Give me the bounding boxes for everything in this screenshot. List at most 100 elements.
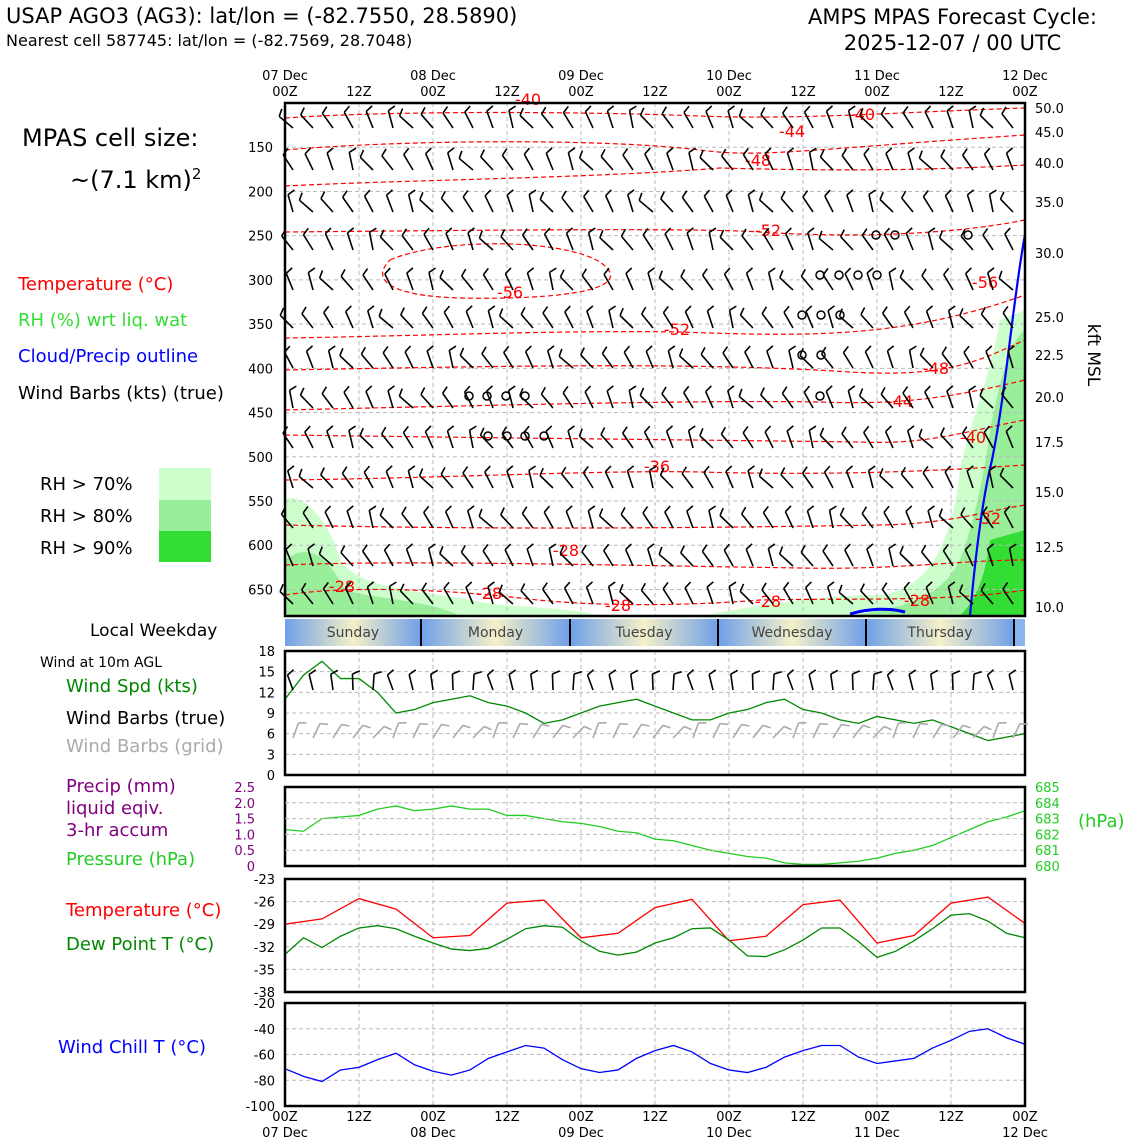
wind-barb xyxy=(340,552,354,567)
wind-barb xyxy=(583,196,594,213)
weekday-name: Thursday xyxy=(906,625,972,641)
wind-barb-flag xyxy=(508,105,517,112)
wind-barb-flag xyxy=(703,189,711,197)
wind-barb xyxy=(901,197,914,213)
wind-barb-true-flag xyxy=(373,670,383,675)
wind-barb xyxy=(500,514,514,529)
wind-barb-flag xyxy=(888,543,897,550)
wind-barb xyxy=(604,195,614,213)
wind-barb-true-flag xyxy=(852,670,861,675)
wind-barb-flag xyxy=(647,543,655,550)
temperature-panel: -23 -26 -29 -32 -35 -38 xyxy=(254,873,1027,1001)
wind-barb xyxy=(779,553,794,567)
wind-barb xyxy=(647,272,654,291)
wind-barb-grid xyxy=(312,723,321,739)
wind-barb xyxy=(600,434,614,449)
wind-barb-true xyxy=(308,674,314,691)
wind-barb xyxy=(344,311,354,329)
wind-barb-flag xyxy=(404,345,412,353)
wind-barb xyxy=(442,392,454,409)
wind-barb-flag xyxy=(822,544,829,552)
wind-barb xyxy=(402,432,414,449)
wind-barb xyxy=(326,430,334,449)
wind-barb xyxy=(883,512,894,529)
calm-circle xyxy=(464,391,474,401)
wind-barb-flag xyxy=(608,305,617,312)
wind-barb xyxy=(839,514,854,529)
wind-barb xyxy=(562,392,574,409)
wind-barb xyxy=(759,199,774,213)
wind-barb xyxy=(539,198,554,213)
wind-barb-flag xyxy=(764,147,772,155)
station-title: USAP AGO3 (AG3): lat/lon = (-82.7550, 28… xyxy=(6,4,518,28)
wind-barb xyxy=(644,153,654,171)
calm-circle xyxy=(501,391,511,401)
wind-barb-flag xyxy=(498,308,504,317)
wind-barb-flag xyxy=(999,191,1005,200)
wind-barb xyxy=(683,392,694,409)
wind-barb-flag xyxy=(809,147,817,154)
wind-barb-grid-flag xyxy=(783,725,792,731)
wind-barb-flag xyxy=(287,189,295,196)
wind-barb-flag xyxy=(979,107,985,116)
wind-barb xyxy=(918,435,934,449)
wind-barb-true xyxy=(508,674,514,691)
bottom-axis-hour: 00Z xyxy=(716,1110,742,1125)
wind-barb-flag xyxy=(880,106,887,115)
wind-barb xyxy=(559,552,574,567)
wind-barb-flag xyxy=(622,148,629,156)
top-axis-hour: 12Z xyxy=(790,85,816,100)
temperature-contour-label: -56 xyxy=(497,283,523,302)
wind-barb-flag xyxy=(302,227,309,236)
wind-barb xyxy=(307,548,314,567)
wind-barb-flag xyxy=(922,189,929,198)
wind-barb-flag xyxy=(346,227,355,234)
wind-barb xyxy=(479,434,494,449)
pressure-tick: 450 xyxy=(248,407,273,422)
wind-barb-flag xyxy=(543,227,551,235)
wind-barb xyxy=(903,587,914,605)
wind-barb-flag xyxy=(727,385,735,392)
wind-barb-grid xyxy=(832,724,843,739)
wind-barb-flag xyxy=(385,465,393,472)
wind-barb xyxy=(304,431,314,449)
wind-barb-flag xyxy=(627,189,635,196)
wind-barb xyxy=(966,194,974,213)
wind-barb xyxy=(960,514,974,529)
pressure-ytick-right: 681 xyxy=(1035,844,1060,859)
wind-barb xyxy=(824,195,834,213)
wind-barb xyxy=(365,391,374,409)
top-axis-hour: 00Z xyxy=(1012,85,1038,100)
wind-barb xyxy=(340,275,354,291)
wind-barb-true-flag xyxy=(408,669,417,676)
wind-barb-true-flag xyxy=(673,670,683,675)
wind-barb-flag xyxy=(458,150,463,159)
wind-barb-flag xyxy=(1002,305,1009,314)
wind-barb-flag xyxy=(1004,227,1011,235)
wind-barb-flag xyxy=(600,148,606,157)
calm-circle xyxy=(835,310,845,320)
wind-barb-flag xyxy=(846,189,854,196)
wind-barb-flag xyxy=(827,581,835,588)
wind-barb-true xyxy=(586,674,594,691)
wind-barb-flag xyxy=(818,230,823,239)
wind-barb-grid xyxy=(852,724,864,739)
wind-barb-flag xyxy=(639,387,645,396)
wind-barb-flag xyxy=(562,385,569,394)
wind-barb-flag xyxy=(520,306,526,315)
wind-barb xyxy=(645,351,654,369)
wind-barb xyxy=(921,551,934,567)
wind-barb-flag xyxy=(619,584,624,593)
wind-barb-true xyxy=(929,674,934,691)
temperature-contour xyxy=(284,379,1026,411)
weekday-cell xyxy=(421,619,570,646)
wind-barb-flag xyxy=(289,385,297,392)
wind-barb-flag xyxy=(966,465,974,472)
wind-barb-flag xyxy=(880,386,886,395)
wind-barb xyxy=(619,314,634,329)
wind-barb-flag xyxy=(547,345,555,352)
calm-circle xyxy=(482,391,492,401)
wind-barb-true-flag xyxy=(587,669,595,676)
wind-barb-flag xyxy=(528,189,537,196)
